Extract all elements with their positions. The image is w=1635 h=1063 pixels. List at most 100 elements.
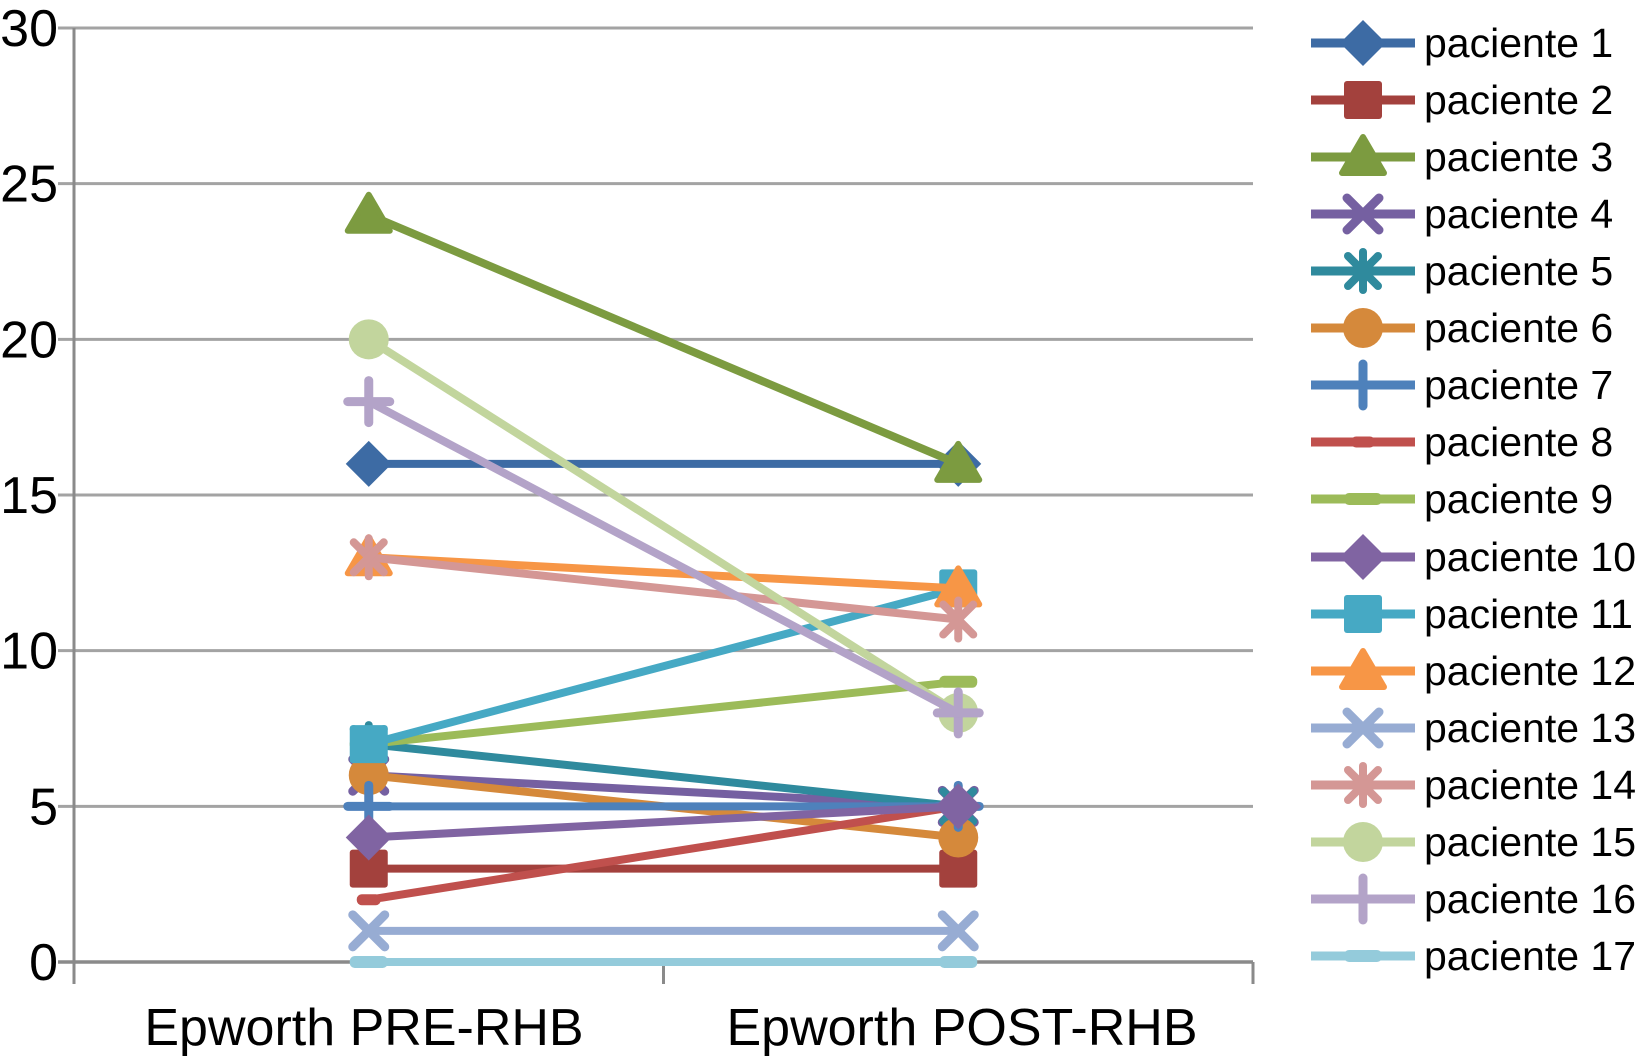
series-paciente-13 xyxy=(348,910,979,952)
legend-item: paciente 14 xyxy=(1306,757,1635,813)
series-marker-circle xyxy=(1343,308,1383,349)
legend-marker-dash xyxy=(1311,493,1415,506)
legend-item-label: paciente 17 xyxy=(1424,932,1635,979)
series-paciente-1 xyxy=(345,440,982,487)
legend-item: paciente 9 xyxy=(1306,471,1613,527)
series-marker-dash xyxy=(939,956,978,968)
series-line xyxy=(367,211,960,468)
legend-item: paciente 4 xyxy=(1306,186,1613,242)
legend-item: paciente 13 xyxy=(1306,700,1635,756)
series-line xyxy=(366,398,961,717)
series-marker-square xyxy=(939,849,978,888)
series-line xyxy=(368,802,959,904)
series-line xyxy=(368,677,959,749)
legend-item: paciente 1 xyxy=(1306,15,1613,71)
series-marker-asterisk xyxy=(1344,761,1382,808)
y-axis-tick-label: 0 xyxy=(29,934,58,992)
legend-item-label: paciente 16 xyxy=(1424,875,1635,922)
legend-item: paciente 7 xyxy=(1306,357,1613,413)
series-marker-square xyxy=(1344,594,1382,633)
legend-marker-plus xyxy=(1311,873,1415,925)
legend-marker-circle xyxy=(1311,821,1415,862)
series-paciente-8 xyxy=(356,800,971,906)
legend-item-label: paciente 9 xyxy=(1424,476,1614,523)
series-marker-square xyxy=(349,725,388,764)
y-axis-tick-label: 30 xyxy=(0,0,58,58)
legend-item-label: paciente 5 xyxy=(1424,248,1614,295)
legend-marker-triangle xyxy=(1311,134,1415,177)
legend-item-label: paciente 4 xyxy=(1424,191,1614,238)
series-marker-triangle xyxy=(1339,647,1387,690)
legend-marker-diamond xyxy=(1311,533,1415,580)
series-marker-circle xyxy=(348,319,389,360)
series-marker-circle xyxy=(938,817,979,858)
series-marker-x xyxy=(348,910,390,952)
series-marker-x xyxy=(937,910,979,952)
series-paciente-17 xyxy=(349,956,978,968)
series-marker-diamond xyxy=(345,440,392,487)
series-marker-dash-small xyxy=(1351,436,1375,448)
series-line xyxy=(368,740,959,811)
series-paciente-14 xyxy=(349,534,978,643)
series-line xyxy=(368,553,959,624)
series-marker-plus xyxy=(1337,359,1389,411)
series-marker-circle xyxy=(1343,821,1383,862)
legend-marker-triangle xyxy=(1311,647,1415,690)
legend-item: paciente 17 xyxy=(1306,928,1635,984)
legend-marker-dash xyxy=(1311,949,1415,962)
y-axis-tick-label: 10 xyxy=(0,623,58,681)
series-paciente-10 xyxy=(345,783,982,861)
series-marker-dash xyxy=(939,675,978,688)
chart-legend: paciente 1 paciente 2 paciente 3 paciente 4… xyxy=(1306,0,1635,1063)
legend-item-label: paciente 12 xyxy=(1424,647,1635,694)
series-paciente-12 xyxy=(344,534,983,608)
legend-item: paciente 5 xyxy=(1306,243,1613,299)
legend-marker-x xyxy=(1311,193,1415,235)
series-marker-plus xyxy=(343,376,395,428)
series-marker-diamond xyxy=(935,783,982,830)
series-marker-plus xyxy=(1337,873,1389,925)
series-marker-dash xyxy=(349,956,388,968)
legend-item: paciente 11 xyxy=(1306,586,1633,642)
series-marker-square xyxy=(349,849,388,888)
series-marker-circle xyxy=(348,755,389,796)
series-marker-triangle xyxy=(344,191,393,234)
x-category-label-pre: Epworth PRE-RHB xyxy=(144,999,584,1057)
legend-marker-circle xyxy=(1311,308,1415,349)
series-paciente-2 xyxy=(349,849,978,888)
series-marker-diamond xyxy=(1340,533,1386,580)
legend-item: paciente 12 xyxy=(1306,643,1635,699)
y-axis-tick-label: 25 xyxy=(0,156,58,214)
legend-item-label: paciente 7 xyxy=(1424,362,1614,409)
series-marker-triangle xyxy=(1339,134,1387,177)
series-line xyxy=(368,771,959,811)
series-line xyxy=(367,584,960,748)
series-marker-x xyxy=(1342,707,1384,749)
legend-marker-square xyxy=(1311,594,1415,633)
legend-marker-dash-small xyxy=(1311,436,1415,448)
legend-marker-plus xyxy=(1311,359,1415,411)
series-line xyxy=(366,335,961,717)
legend-item-label: paciente 14 xyxy=(1424,761,1635,808)
series-marker-dash xyxy=(1344,493,1382,506)
legend-item: paciente 8 xyxy=(1306,414,1613,470)
series-marker-triangle xyxy=(934,440,983,483)
y-axis-tick-label: 20 xyxy=(0,311,58,369)
series-paciente-16 xyxy=(343,376,984,739)
legend-item-label: paciente 13 xyxy=(1424,704,1635,751)
series-paciente-3 xyxy=(344,191,983,483)
series-marker-plus xyxy=(932,687,984,739)
series-marker-x xyxy=(1342,193,1384,235)
legend-item-label: paciente 1 xyxy=(1424,20,1614,66)
series-marker-asterisk xyxy=(1344,248,1382,295)
legend-marker-square xyxy=(1311,81,1415,120)
legend-item-label: paciente 10 xyxy=(1424,533,1635,580)
series-line xyxy=(368,553,959,593)
legend-item-label: paciente 15 xyxy=(1424,818,1635,865)
legend-marker-asterisk xyxy=(1311,248,1415,295)
series-paciente-9 xyxy=(349,675,978,751)
legend-item-label: paciente 11 xyxy=(1424,590,1633,637)
y-axis-tick-label: 5 xyxy=(29,778,58,836)
legend-item-label: paciente 6 xyxy=(1424,305,1614,352)
